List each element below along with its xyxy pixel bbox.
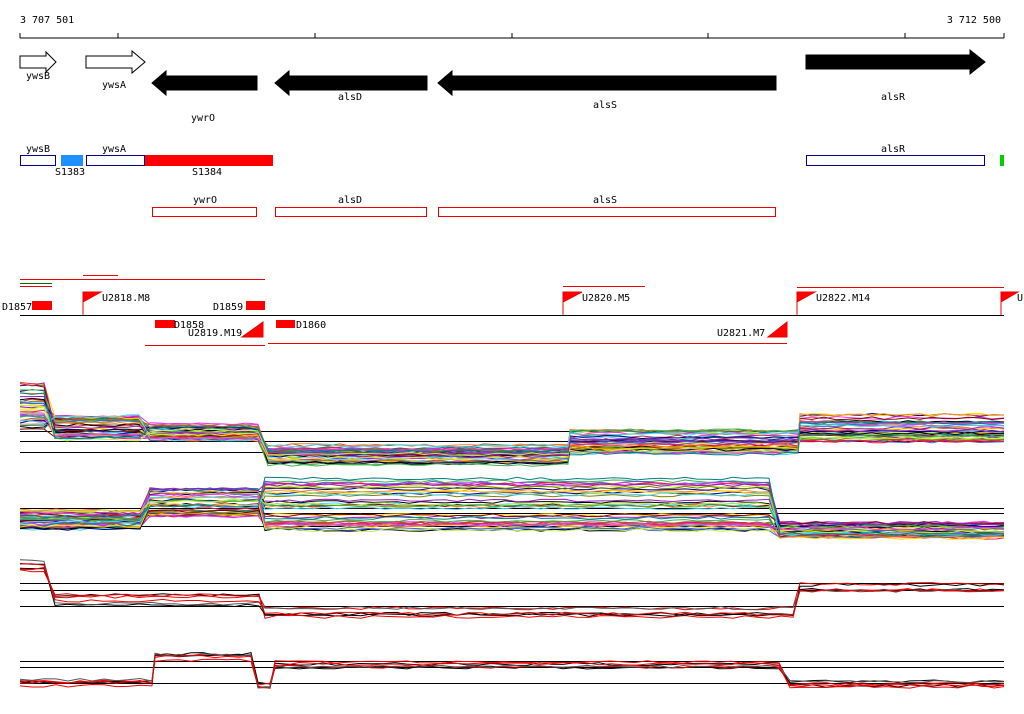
gene-label: alsR bbox=[881, 92, 906, 103]
expression-profile bbox=[19, 566, 1005, 619]
ruler-end: 3 712 500 bbox=[947, 15, 1001, 26]
expression-profile bbox=[19, 476, 1005, 536]
feature-label: U2821.M7 bbox=[717, 328, 765, 339]
expression-profile bbox=[19, 652, 1005, 689]
expression-profile bbox=[19, 483, 1005, 527]
expression-profile bbox=[19, 492, 1005, 537]
expression-profile bbox=[19, 559, 1005, 610]
expression-profile bbox=[19, 392, 1005, 448]
gene-label: alsD bbox=[338, 92, 362, 103]
genes bbox=[19, 48, 986, 97]
expression-profile bbox=[19, 491, 1005, 538]
expression-profile bbox=[19, 496, 1005, 535]
feature-label: D1860 bbox=[296, 320, 326, 331]
expression-profile bbox=[19, 493, 1005, 531]
annotations bbox=[20, 155, 1004, 166]
gene-label: ywsA bbox=[102, 80, 126, 91]
expression-profile bbox=[19, 503, 1005, 531]
feature-label: U2819.M19 bbox=[188, 328, 242, 339]
expression-profile bbox=[19, 382, 1004, 463]
expression-profile bbox=[19, 392, 1005, 456]
ruler bbox=[19, 33, 1005, 39]
feature-label: U bbox=[1017, 293, 1023, 304]
feature-label: D1858 bbox=[174, 320, 204, 331]
transcript-label: ywrO bbox=[193, 195, 217, 206]
expression-profile bbox=[19, 653, 1005, 688]
annotation-label: S1383 bbox=[55, 167, 85, 178]
transcript-label: alsS bbox=[593, 195, 617, 206]
expression-profile bbox=[20, 414, 1005, 448]
annotation-label: alsR bbox=[881, 144, 906, 155]
expression-profile bbox=[19, 653, 1005, 689]
expression-profile bbox=[19, 658, 1005, 689]
expression-profile bbox=[20, 654, 1005, 689]
gene-label: ywrO bbox=[191, 113, 215, 124]
feature-label: D1857 bbox=[2, 302, 32, 313]
expression-profile bbox=[19, 404, 1005, 456]
annotation-label: ywsB bbox=[26, 144, 50, 155]
annotation-label: ywsA bbox=[102, 144, 126, 155]
expression-tracks bbox=[19, 382, 1005, 689]
expression-profile bbox=[19, 382, 1005, 461]
feature-label: U2822.M14 bbox=[816, 293, 870, 304]
features bbox=[20, 275, 1020, 346]
annotation-label: S1384 bbox=[192, 167, 222, 178]
expression-profile bbox=[19, 499, 1004, 534]
transcripts bbox=[152, 207, 776, 217]
feature-label: U2820.M5 bbox=[582, 293, 630, 304]
gene-label: alsS bbox=[593, 100, 617, 111]
gene-label: ywsB bbox=[26, 71, 50, 82]
ruler-start: 3 707 501 bbox=[20, 15, 74, 26]
transcript-label: alsD bbox=[338, 195, 362, 206]
expression-profile bbox=[19, 652, 1005, 685]
feature-label: U2818.M8 bbox=[102, 293, 150, 304]
feature-label: D1859 bbox=[213, 302, 243, 313]
expression-profile bbox=[19, 563, 1005, 616]
expression-profile bbox=[19, 563, 1005, 616]
